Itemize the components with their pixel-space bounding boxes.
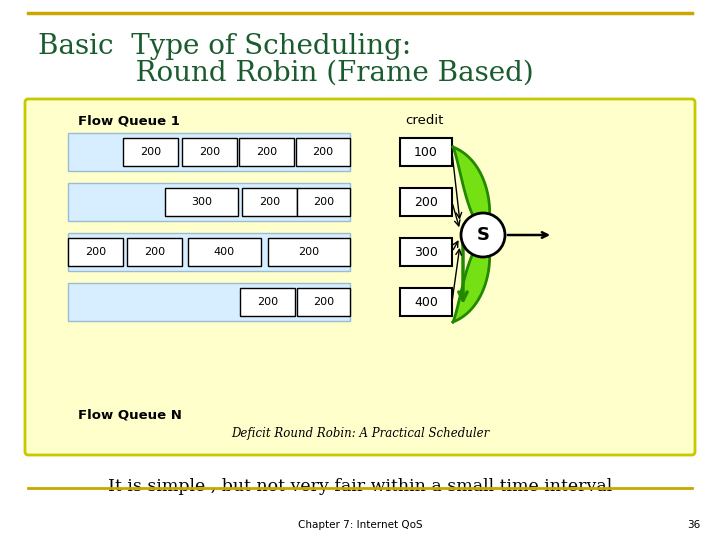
Text: 100: 100	[414, 145, 438, 159]
Text: Flow Queue N: Flow Queue N	[78, 409, 182, 422]
Text: 200: 200	[144, 247, 165, 257]
Text: 200: 200	[199, 147, 220, 157]
Bar	[297, 288, 350, 316]
Text: 200: 200	[414, 195, 438, 208]
Text: 400: 400	[214, 247, 235, 257]
Bar	[68, 183, 350, 221]
Bar	[400, 238, 452, 266]
Text: 300: 300	[414, 246, 438, 259]
Text: 400: 400	[414, 295, 438, 308]
Bar	[68, 283, 350, 321]
Bar	[165, 188, 238, 216]
Text: S: S	[477, 226, 490, 244]
Text: Round Robin (Frame Based): Round Robin (Frame Based)	[38, 60, 534, 87]
Text: Flow Queue 1: Flow Queue 1	[78, 114, 180, 127]
Circle shape	[461, 213, 505, 257]
Bar	[400, 138, 452, 166]
Polygon shape	[453, 234, 490, 322]
Bar	[127, 238, 182, 266]
Bar	[400, 188, 452, 216]
Text: 200: 200	[313, 197, 334, 207]
Text: credit: credit	[405, 114, 444, 127]
Text: Chapter 7: Internet QoS: Chapter 7: Internet QoS	[297, 520, 423, 530]
Text: It is simple , but not very fair within a small time interval: It is simple , but not very fair within …	[108, 478, 612, 495]
Bar	[239, 138, 294, 166]
Text: 300: 300	[191, 197, 212, 207]
Bar	[268, 238, 350, 266]
Bar	[400, 288, 452, 316]
Text: 200: 200	[256, 147, 277, 157]
Bar	[68, 238, 123, 266]
Text: 200: 200	[259, 197, 280, 207]
Bar	[242, 188, 297, 216]
Bar	[296, 138, 350, 166]
Bar	[240, 288, 295, 316]
Bar	[182, 138, 237, 166]
Text: 200: 200	[140, 147, 161, 157]
Bar	[297, 188, 350, 216]
Text: 200: 200	[313, 297, 334, 307]
Polygon shape	[453, 147, 490, 234]
Bar	[68, 233, 350, 271]
Text: 200: 200	[298, 247, 320, 257]
Bar	[123, 138, 178, 166]
FancyBboxPatch shape	[25, 99, 695, 455]
Text: 200: 200	[312, 147, 333, 157]
Text: 200: 200	[257, 297, 278, 307]
Text: 36: 36	[687, 520, 700, 530]
Bar	[68, 133, 350, 171]
Bar	[188, 238, 261, 266]
Text: Basic  Type of Scheduling:: Basic Type of Scheduling:	[38, 33, 411, 60]
Text: Deficit Round Robin: A Practical Scheduler: Deficit Round Robin: A Practical Schedul…	[231, 427, 489, 440]
Text: 200: 200	[85, 247, 106, 257]
